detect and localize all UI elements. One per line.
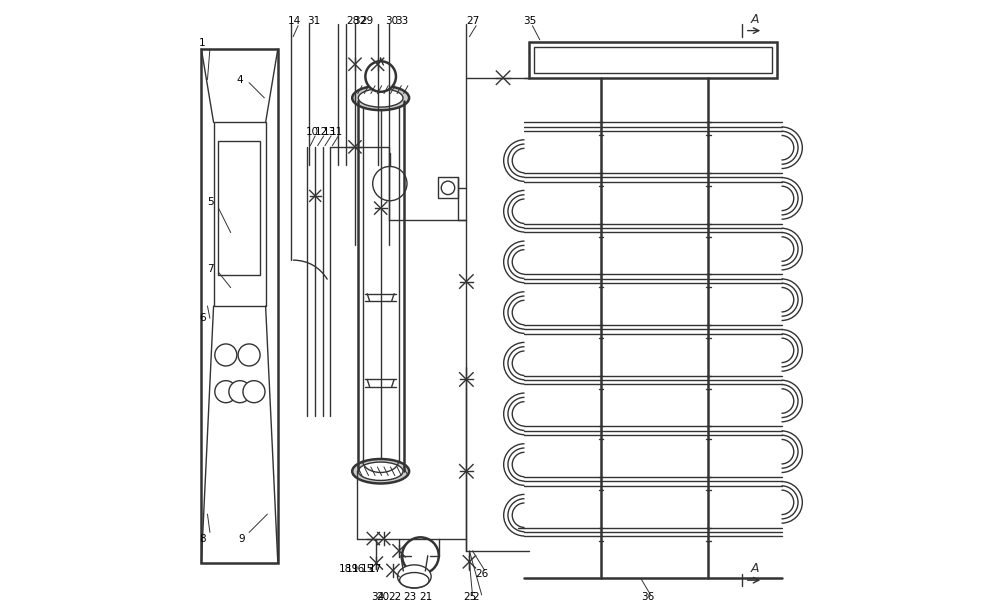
Circle shape xyxy=(229,381,251,403)
Text: 9: 9 xyxy=(238,534,245,543)
Ellipse shape xyxy=(358,89,403,107)
Text: 21: 21 xyxy=(419,592,432,602)
Text: 23: 23 xyxy=(403,592,417,602)
Text: 13: 13 xyxy=(323,127,336,136)
Circle shape xyxy=(215,344,237,366)
Text: A: A xyxy=(751,13,759,26)
Text: 5: 5 xyxy=(207,197,214,207)
Ellipse shape xyxy=(352,86,409,110)
Text: 36: 36 xyxy=(641,592,654,602)
Text: 35: 35 xyxy=(523,17,537,26)
Text: 33: 33 xyxy=(395,17,408,26)
Bar xyxy=(201,49,278,563)
Circle shape xyxy=(402,537,439,574)
Text: 34: 34 xyxy=(371,592,385,602)
Text: 27: 27 xyxy=(466,17,480,26)
Text: 18: 18 xyxy=(338,564,352,574)
Text: 14: 14 xyxy=(288,17,301,26)
Bar xyxy=(534,47,772,73)
Circle shape xyxy=(215,381,237,403)
Circle shape xyxy=(365,61,396,92)
Text: 29: 29 xyxy=(360,17,374,26)
Text: 28: 28 xyxy=(346,17,359,26)
Text: 26: 26 xyxy=(476,569,489,579)
Text: 6: 6 xyxy=(199,313,206,323)
Ellipse shape xyxy=(352,459,409,483)
Text: 17: 17 xyxy=(368,564,382,574)
Text: A: A xyxy=(751,562,759,575)
Circle shape xyxy=(243,381,265,403)
Bar xyxy=(529,42,777,78)
Circle shape xyxy=(441,181,455,195)
Ellipse shape xyxy=(400,573,429,588)
Text: 10: 10 xyxy=(306,127,319,136)
Ellipse shape xyxy=(358,462,403,480)
Text: 20: 20 xyxy=(376,592,390,602)
Text: 30: 30 xyxy=(385,17,398,26)
Text: 8: 8 xyxy=(199,534,206,543)
Text: 19: 19 xyxy=(346,564,359,574)
Text: 7: 7 xyxy=(207,264,214,274)
Circle shape xyxy=(238,344,260,366)
Bar xyxy=(438,177,458,198)
Circle shape xyxy=(373,166,407,201)
Text: 25: 25 xyxy=(463,592,477,602)
Text: 11: 11 xyxy=(330,127,343,136)
Text: 22: 22 xyxy=(389,592,402,602)
Bar xyxy=(214,122,266,306)
Text: 32: 32 xyxy=(353,17,366,26)
Text: 12: 12 xyxy=(315,127,328,136)
Text: 1: 1 xyxy=(199,38,206,48)
Text: 4: 4 xyxy=(237,75,243,84)
Text: 16: 16 xyxy=(352,564,365,574)
Text: 2: 2 xyxy=(472,592,479,602)
Text: 15: 15 xyxy=(360,564,374,574)
Text: 31: 31 xyxy=(307,17,320,26)
Bar xyxy=(218,141,260,275)
Ellipse shape xyxy=(397,565,431,588)
